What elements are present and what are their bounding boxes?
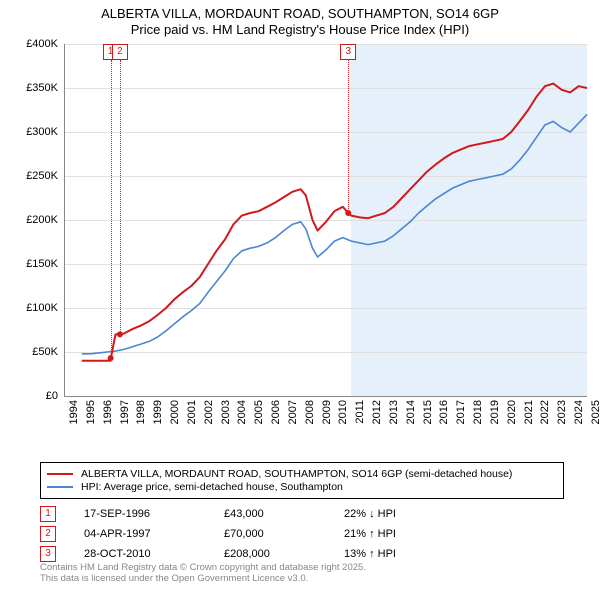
legend-swatch-hpi <box>47 486 73 488</box>
x-tick-label: 2014 <box>405 400 417 424</box>
y-tick-label: £400K <box>18 38 58 50</box>
x-tick-label: 2001 <box>186 400 198 424</box>
x-tick-label: 2011 <box>354 400 366 424</box>
annotation-price: £43,000 <box>224 508 344 520</box>
x-tick-label: 2024 <box>573 400 585 424</box>
x-tick-label: 1998 <box>135 400 147 424</box>
line-layer <box>65 44 587 396</box>
x-tick-label: 1999 <box>152 400 164 424</box>
title-line-2: Price paid vs. HM Land Registry's House … <box>0 22 600 38</box>
annotation-pct: 13% ↑ HPI <box>344 548 464 560</box>
title-line-1: ALBERTA VILLA, MORDAUNT ROAD, SOUTHAMPTO… <box>0 6 600 22</box>
x-tick-label: 2003 <box>220 400 232 424</box>
x-tick-label: 2016 <box>438 400 450 424</box>
x-tick-label: 2004 <box>236 400 248 424</box>
x-tick-label: 2002 <box>203 400 215 424</box>
y-tick-label: £150K <box>18 258 58 270</box>
annotation-date: 04-APR-1997 <box>84 528 224 540</box>
x-tick-label: 1994 <box>68 400 80 424</box>
x-tick-label: 2015 <box>422 400 434 424</box>
annotation-date: 28-OCT-2010 <box>84 548 224 560</box>
annotation-price: £208,000 <box>224 548 344 560</box>
x-tick-label: 2007 <box>287 400 299 424</box>
y-tick-label: £250K <box>18 170 58 182</box>
annotation-row: 3 28-OCT-2010£208,00013% ↑ HPI <box>40 546 464 562</box>
x-tick-label: 1997 <box>119 400 131 424</box>
x-tick-label: 2009 <box>321 400 333 424</box>
annotation-price: £70,000 <box>224 528 344 540</box>
annotation-badge: 3 <box>40 546 56 562</box>
y-tick-label: £300K <box>18 126 58 138</box>
x-tick-label: 2020 <box>506 400 518 424</box>
x-tick-label: 1996 <box>102 400 114 424</box>
x-tick-label: 2021 <box>523 400 535 424</box>
y-tick-label: £350K <box>18 82 58 94</box>
annotation-date: 17-SEP-1996 <box>84 508 224 520</box>
x-tick-label: 2012 <box>371 400 383 424</box>
line-hpi <box>82 114 587 353</box>
legend-item-hpi: HPI: Average price, semi-detached house,… <box>47 481 557 493</box>
chart-area: 123 £0£50K£100K£150K£200K£250K£300K£350K… <box>32 44 586 424</box>
legend-item-price-paid: ALBERTA VILLA, MORDAUNT ROAD, SOUTHAMPTO… <box>47 468 557 480</box>
annotation-pct: 22% ↓ HPI <box>344 508 464 520</box>
footer-line-1: Contains HM Land Registry data © Crown c… <box>40 562 366 573</box>
x-tick-label: 2000 <box>169 400 181 424</box>
line-price-paid <box>82 84 587 361</box>
x-tick-label: 2018 <box>472 400 484 424</box>
x-tick-label: 2019 <box>489 400 501 424</box>
y-tick-label: £200K <box>18 214 58 226</box>
annotation-badge: 2 <box>40 526 56 542</box>
footer-line-2: This data is licensed under the Open Gov… <box>40 573 366 584</box>
y-tick-label: £50K <box>18 346 58 358</box>
legend-label-hpi: HPI: Average price, semi-detached house,… <box>81 481 343 493</box>
plot-area: 123 <box>64 44 587 397</box>
chart-title-block: ALBERTA VILLA, MORDAUNT ROAD, SOUTHAMPTO… <box>0 0 600 39</box>
footer-attribution: Contains HM Land Registry data © Crown c… <box>40 562 366 585</box>
x-tick-label: 2022 <box>539 400 551 424</box>
annotation-row: 2 04-APR-1997£70,00021% ↑ HPI <box>40 526 464 542</box>
x-tick-label: 2006 <box>270 400 282 424</box>
marker-dropline <box>120 60 121 334</box>
legend-swatch-price-paid <box>47 473 73 475</box>
x-tick-label: 2017 <box>455 400 467 424</box>
annotation-badge: 1 <box>40 506 56 522</box>
annotation-table: 1 17-SEP-1996£43,00022% ↓ HPI 2 04-APR-1997… <box>40 506 464 566</box>
x-tick-label: 2025 <box>590 400 600 424</box>
x-tick-label: 1995 <box>85 400 97 424</box>
marker-badge: 3 <box>340 44 356 60</box>
figure-container: ALBERTA VILLA, MORDAUNT ROAD, SOUTHAMPTO… <box>0 0 600 590</box>
x-tick-label: 2005 <box>253 400 265 424</box>
annotation-pct: 21% ↑ HPI <box>344 528 464 540</box>
x-tick-label: 2008 <box>304 400 316 424</box>
x-tick-label: 2010 <box>337 400 349 424</box>
marker-dropline <box>348 60 349 213</box>
y-tick-label: £100K <box>18 302 58 314</box>
annotation-row: 1 17-SEP-1996£43,00022% ↓ HPI <box>40 506 464 522</box>
marker-dropline <box>111 60 112 358</box>
y-tick-label: £0 <box>18 390 58 402</box>
legend-label-price-paid: ALBERTA VILLA, MORDAUNT ROAD, SOUTHAMPTO… <box>81 468 512 480</box>
marker-badge: 2 <box>112 44 128 60</box>
x-tick-label: 2013 <box>388 400 400 424</box>
x-tick-label: 2023 <box>556 400 568 424</box>
legend-box: ALBERTA VILLA, MORDAUNT ROAD, SOUTHAMPTO… <box>40 462 564 499</box>
